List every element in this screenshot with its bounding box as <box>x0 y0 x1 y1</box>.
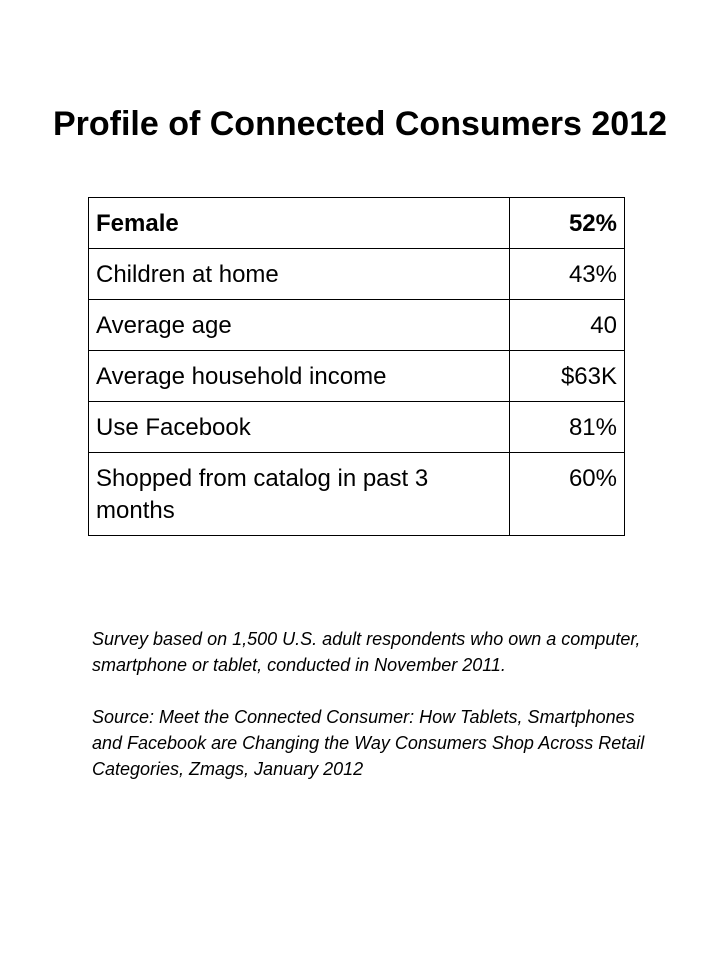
row-label: Average age <box>88 299 510 351</box>
row-value: 43% <box>509 248 625 300</box>
note: Source: Meet the Connected Consumer: How… <box>92 707 645 779</box>
row-label: Average household income <box>88 350 510 402</box>
row-value: 40 <box>509 299 625 351</box>
row-value: 60% <box>509 452 625 536</box>
row-value: 52% <box>509 197 625 249</box>
table-row: Average household income $63K <box>88 350 625 402</box>
title: Profile of Connected Consumers 2012 <box>52 105 668 143</box>
row-label: Use Facebook <box>88 401 510 453</box>
table-row: Average age 40 <box>88 299 625 351</box>
row-label: Shopped from catalog in past 3 months <box>88 452 510 536</box>
table-row: Female 52% <box>88 197 625 249</box>
table-row: Use Facebook 81% <box>88 401 625 453</box>
row-value: 81% <box>509 401 625 453</box>
notes: Survey based on 1,500 U.S. adult respond… <box>92 626 652 808</box>
row-value: $63K <box>509 350 625 402</box>
note: Survey based on 1,500 U.S. adult respond… <box>92 629 641 675</box>
row-label: Female <box>88 197 510 249</box>
table-row: Shopped from catalog in past 3 months 60% <box>88 452 625 536</box>
profile-table: Female 52% Children at home 43% Average age 4… <box>88 197 625 536</box>
table-row: Children at home 43% <box>88 248 625 300</box>
row-label: Children at home <box>88 248 510 300</box>
